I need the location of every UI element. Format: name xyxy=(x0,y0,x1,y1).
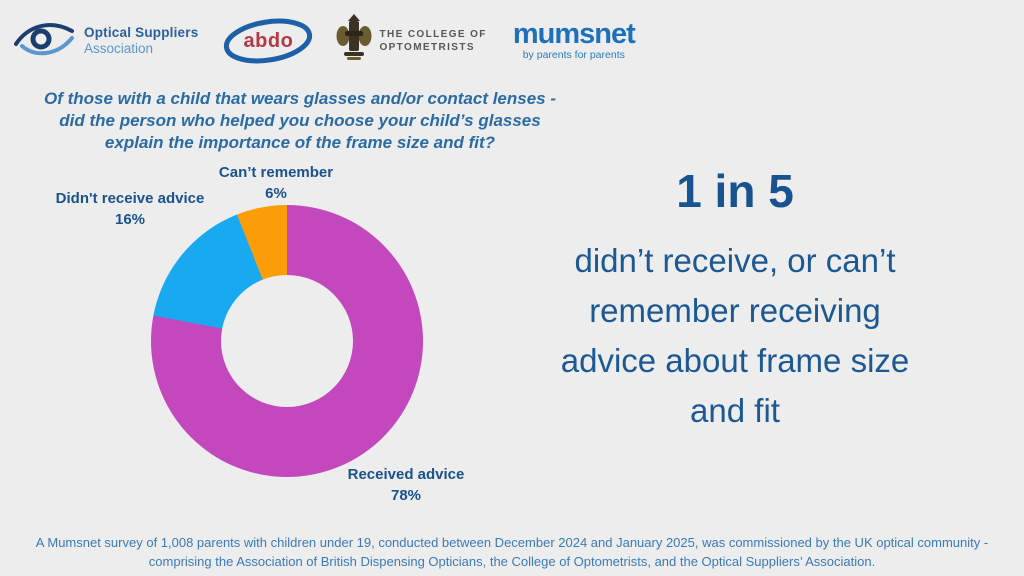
key-stat-block: 1 in 5 didn’t receive, or can’t remember… xyxy=(508,166,962,436)
osa-logo-line2: Association xyxy=(84,40,154,56)
survey-question: Of those with a child that wears glasses… xyxy=(43,89,557,152)
mumsnet-logo-text: mumsnet xyxy=(512,18,636,50)
label-didnt-receive-advice-value: 16% xyxy=(114,211,146,228)
logo-bar: Optical Suppliers Association abdo xyxy=(14,12,636,69)
donut-hole xyxy=(221,275,353,407)
label-didnt-receive-advice: Didn't receive advice 16% xyxy=(38,189,222,230)
key-stat-headline: 1 in 5 xyxy=(676,165,794,217)
osa-logo-text: Optical Suppliers Association xyxy=(84,25,198,57)
label-received-advice-text: Received advice xyxy=(347,466,465,483)
mumsnet-logo: mumsnet by parents for parents xyxy=(512,18,636,62)
college-of-optometrists-logo: THE COLLEGE OF OPTOMETRISTS xyxy=(336,12,486,69)
abdo-logo: abdo xyxy=(222,16,314,66)
osa-logo-line1: Optical Suppliers xyxy=(84,24,199,40)
key-stat-body: didn’t receive, or can’t remember receiv… xyxy=(560,242,910,429)
label-didnt-receive-advice-text: Didn't receive advice xyxy=(55,190,205,207)
survey-methodology-note: A Mumsnet survey of 1,008 parents with c… xyxy=(35,535,989,569)
label-cant-remember-value: 6% xyxy=(265,185,287,202)
donut-chart xyxy=(151,205,423,477)
college-logo-text: THE COLLEGE OF OPTOMETRISTS xyxy=(379,28,486,54)
label-cant-remember: Can’t remember 6% xyxy=(192,163,360,204)
college-logo-line1: THE COLLEGE OF xyxy=(379,28,487,40)
label-received-advice-value: 78% xyxy=(390,487,422,504)
label-received-advice: Received advice 78% xyxy=(314,465,498,506)
college-crest-icon xyxy=(336,12,372,69)
eye-icon xyxy=(14,17,76,64)
college-logo-line2: OPTOMETRISTS xyxy=(379,41,475,53)
mumsnet-logo-tagline: by parents for parents xyxy=(522,49,625,61)
label-cant-remember-text: Can’t remember xyxy=(218,164,334,181)
abdo-logo-text: abdo xyxy=(243,29,294,52)
osa-logo: Optical Suppliers Association xyxy=(14,17,198,64)
